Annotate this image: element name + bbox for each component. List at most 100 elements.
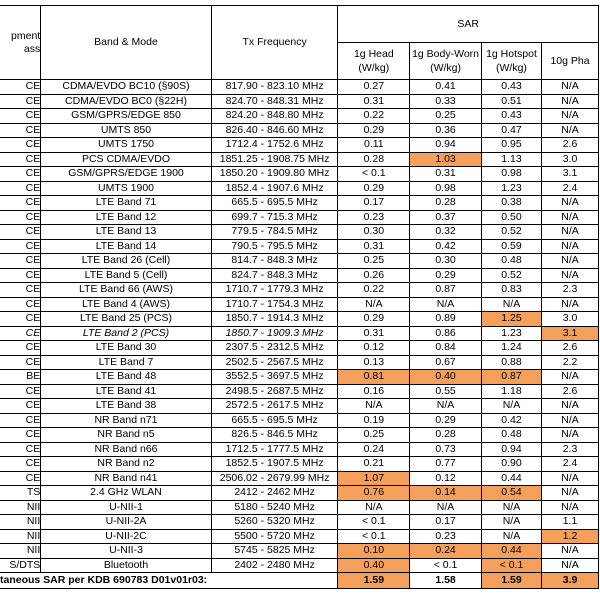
table-cell: 0.41 <box>409 79 482 95</box>
table-cell: LTE Band 7 <box>40 354 212 370</box>
table-row: CE NR Band n2 1852.5 - 1907.5 MHz 0.21 0.77 0… <box>0 456 599 472</box>
table-cell: 1.03 <box>409 151 482 167</box>
table-cell: 1712.4 - 1752.6 MHz <box>210 137 339 153</box>
table-cell: CE <box>0 108 42 124</box>
table-cell: LTE Band 2 (PCS) <box>40 325 212 341</box>
table-cell: 0.87 <box>409 282 482 298</box>
table-cell: LTE Band 71 <box>40 195 212 211</box>
table-cell: 0.77 <box>409 456 482 472</box>
table-cell: 1.1 <box>541 514 599 530</box>
table-cell: 0.76 <box>337 485 411 501</box>
table-cell: 0.29 <box>337 311 411 327</box>
table-cell: 3.0 <box>541 311 599 327</box>
table-cell: 1.2 <box>541 528 599 544</box>
footer-row: taneous SAR per KDB 690783 D01v01r03: 1.5… <box>0 572 599 589</box>
table-cell: 1852.5 - 1907.5 MHz <box>210 456 339 472</box>
table-cell: 1.23 <box>480 325 543 341</box>
table-cell: 0.27 <box>337 79 411 95</box>
table-cell: 826.5 - 846.5 MHz <box>210 427 339 443</box>
table-cell: 0.86 <box>409 325 482 341</box>
table-cell: U-NII-2A <box>40 514 212 530</box>
table-cell: < 0.1 <box>337 528 411 544</box>
band-header: Band & Mode <box>40 5 212 80</box>
table-cell: 1850.7 - 1914.3 MHz <box>210 311 339 327</box>
table-cell: 0.28 <box>409 427 482 443</box>
table-cell: 1712.5 - 1777.5 MHz <box>210 441 339 457</box>
table-cell: 0.25 <box>337 253 411 269</box>
table-cell: 0.24 <box>337 441 411 457</box>
table-cell: N/A <box>541 557 599 573</box>
table-cell: NII <box>0 514 42 530</box>
footer-label: taneous SAR per KDB 690783 D01v01r03: <box>0 572 339 589</box>
table-cell: LTE Band 66 (AWS) <box>40 282 212 298</box>
table-cell: 0.52 <box>480 224 543 240</box>
table-cell: CE <box>0 79 42 95</box>
table-cell: UMTS 1900 <box>40 180 212 196</box>
table-cell: 0.17 <box>409 514 482 530</box>
table-row: CE LTE Band 38 2572.5 - 2617.5 MHz N/A N/A N/… <box>0 398 599 414</box>
table-cell: 3.0 <box>541 151 599 167</box>
table-cell: N/A <box>337 398 411 414</box>
table-cell: N/A <box>541 79 599 95</box>
table-cell: 1.25 <box>480 311 543 327</box>
table-cell: N/A <box>541 398 599 414</box>
table-cell: 2.6 <box>541 137 599 153</box>
table-cell: 0.40 <box>337 557 411 573</box>
table-cell: U-NII-2C <box>40 528 212 544</box>
table-row: NII U-NII-3 5745 - 5825 MHz 0.10 0.24 0.44 N/A <box>0 543 599 559</box>
table-cell: CE <box>0 267 42 283</box>
table-cell: 0.67 <box>409 354 482 370</box>
table-cell: CE <box>0 93 42 109</box>
table-cell: 0.48 <box>480 253 543 269</box>
table-cell: 0.30 <box>409 253 482 269</box>
table-cell: S/DTS <box>0 557 42 573</box>
sar-header: SAR <box>337 5 599 43</box>
table-cell: N/A <box>541 485 599 501</box>
table-cell: 665.5 - 695.5 MHz <box>210 412 339 428</box>
table-cell: 1710.7 - 1779.3 MHz <box>210 282 339 298</box>
table-cell: CE <box>0 166 42 182</box>
table-cell: 0.94 <box>409 137 482 153</box>
table-cell: 0.44 <box>480 543 543 559</box>
table-cell: 2498.5 - 2687.5 MHz <box>210 383 339 399</box>
table-row: CE LTE Band 71 665.5 - 695.5 MHz 0.17 0.28 0.… <box>0 195 599 211</box>
table-cell: CE <box>0 151 42 167</box>
table-cell: 0.23 <box>409 528 482 544</box>
table-cell: NII <box>0 499 42 515</box>
table-cell: < 0.1 <box>337 166 411 182</box>
table-row: CE LTE Band 41 2498.5 - 2687.5 MHz 0.16 0.55… <box>0 383 599 399</box>
table-row: NII U-NII-1 5180 - 5240 MHz N/A N/A N/A N/A <box>0 499 599 515</box>
table-row: CE LTE Band 26 (Cell) 814.7 - 848.3 MHz 0.2… <box>0 253 599 269</box>
table-cell: 0.43 <box>480 108 543 124</box>
table-cell: 3.1 <box>541 166 599 182</box>
table-cell: CE <box>0 398 42 414</box>
table-cell: 0.43 <box>480 79 543 95</box>
class-header: pment ass <box>0 5 42 80</box>
footer-value: 1.58 <box>409 572 482 589</box>
table-cell: 0.12 <box>337 340 411 356</box>
table-cell: 2.6 <box>541 383 599 399</box>
table-cell: 2502.5 - 2567.5 MHz <box>210 354 339 370</box>
table-cell: 2.4 <box>541 456 599 472</box>
table-cell: CE <box>0 296 42 312</box>
table-cell: 0.51 <box>480 93 543 109</box>
table-cell: CE <box>0 209 42 225</box>
sar-subheader: 1g Body-Worn (W/kg) <box>409 42 482 80</box>
table-cell: 0.30 <box>337 224 411 240</box>
table-cell: N/A <box>541 253 599 269</box>
table-cell: 5260 - 5320 MHz <box>210 514 339 530</box>
table-cell: CE <box>0 224 42 240</box>
table-cell: 0.22 <box>337 282 411 298</box>
table-cell: N/A <box>541 427 599 443</box>
table-row: CE LTE Band 4 (AWS) 1710.7 - 1754.3 MHz N/A… <box>0 296 599 312</box>
table-cell: 1.18 <box>480 383 543 399</box>
table-cell: 2506.02 - 2679.99 MHz <box>210 470 339 486</box>
table-cell: LTE Band 12 <box>40 209 212 225</box>
table-cell: 0.36 <box>409 122 482 138</box>
table-cell: 0.14 <box>409 485 482 501</box>
table-cell: CE <box>0 180 42 196</box>
table-cell: 0.22 <box>337 108 411 124</box>
table-row: CE CDMA/EVDO BC10 (§90S) 817.90 - 823.10 M… <box>0 79 599 95</box>
table-row: CE PCS CDMA/EVDO 1851.25 - 1908.75 MHz 0.28… <box>0 151 599 167</box>
table-cell: N/A <box>337 296 411 312</box>
